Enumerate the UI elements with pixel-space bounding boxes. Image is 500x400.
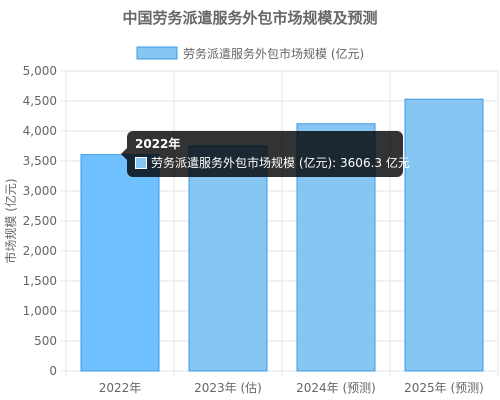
bar-4[interactable] <box>404 98 484 372</box>
y-axis-ticks: 0 500 1,000 1,500 2,000 2,500 3,000 3,500 4,000 4… <box>23 64 57 378</box>
y-axis-label: 市场规模 (亿元) <box>3 178 18 263</box>
y-tick-label: 2,000 <box>23 244 57 258</box>
tooltip-label: 劳务派遣服务外包市场规模 (亿元): 3606.3 亿元 <box>151 156 410 170</box>
y-tick-label: 2,500 <box>23 214 57 228</box>
y-tick-label: 1,500 <box>23 274 57 288</box>
bar-2[interactable] <box>188 145 268 372</box>
tooltip-swatch <box>135 157 147 169</box>
x-tick-label: 2025年 (预测) <box>404 381 484 395</box>
tooltip-title: 2022年 <box>135 137 181 151</box>
chart-title: 中国劳务派遣服务外包市场规模及预测 <box>122 9 377 27</box>
tooltip: 2022年 劳务派遣服务外包市场规模 (亿元): 3606.3 亿元 <box>121 131 410 177</box>
legend-label: 劳务派遣服务外包市场规模 (亿元) <box>183 46 364 61</box>
y-tick-label: 1,000 <box>23 304 57 318</box>
tooltip-row: 劳务派遣服务外包市场规模 (亿元): 3606.3 亿元 <box>135 155 410 171</box>
y-tick-label: 3,000 <box>23 184 57 198</box>
x-tick-label: 2023年 (估) <box>194 381 262 395</box>
x-tick-label: 2024年 (预测) <box>296 381 376 395</box>
y-tick-label: 4,000 <box>23 124 57 138</box>
y-tick-label: 500 <box>34 334 57 348</box>
legend-swatch <box>136 46 178 60</box>
x-axis-ticks: 2022年 2023年 (估) 2024年 (预测) 2025年 (预测) <box>99 381 484 395</box>
y-tick-label: 3,500 <box>23 154 57 168</box>
x-tick-label: 2022年 <box>99 381 142 395</box>
y-tick-label: 5,000 <box>23 64 57 78</box>
bars <box>80 98 484 372</box>
bar-1[interactable] <box>80 154 160 372</box>
y-tick-label: 4,500 <box>23 94 57 108</box>
y-tick-label: 0 <box>49 364 57 378</box>
legend[interactable]: 劳务派遣服务外包市场规模 (亿元) <box>136 46 364 61</box>
